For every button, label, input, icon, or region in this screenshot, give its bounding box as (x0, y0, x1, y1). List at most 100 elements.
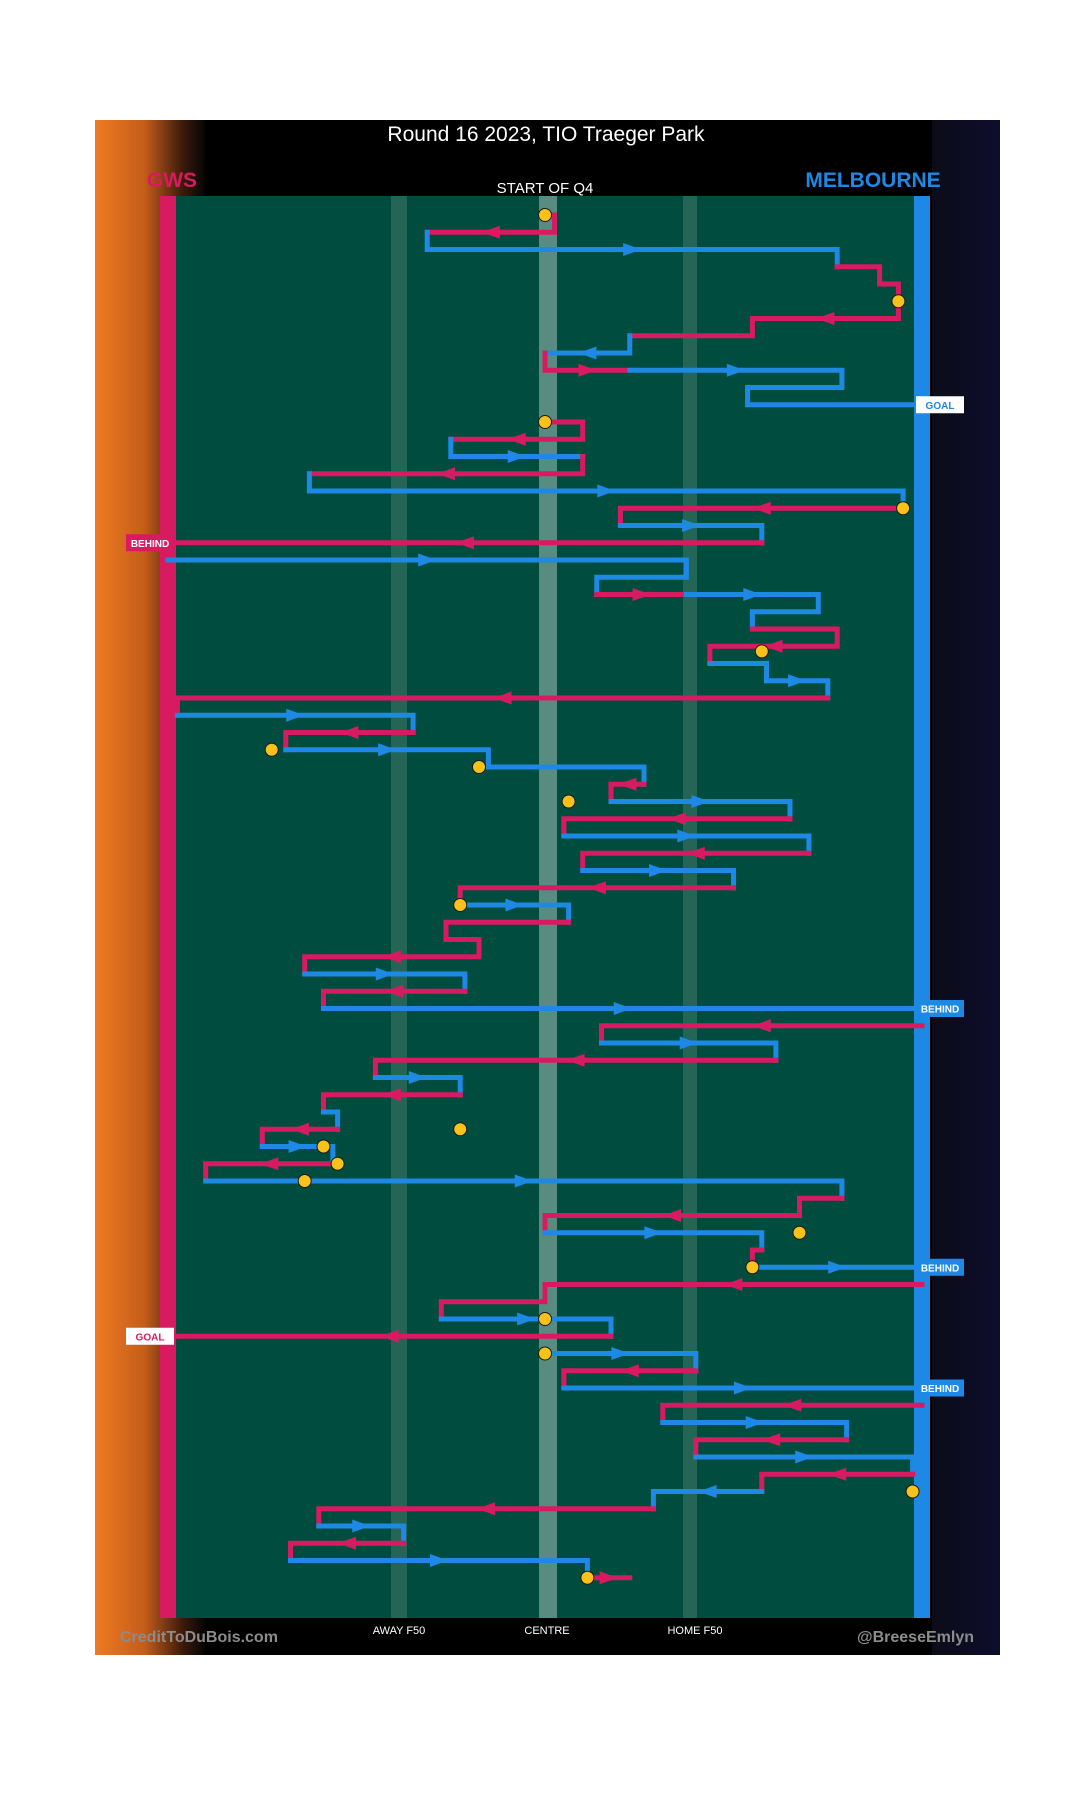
chart-title: Round 16 2023, TIO Traeger Park (387, 123, 705, 146)
melbourne-chain-38 (372, 1075, 463, 1098)
chain-arrow-42 (288, 1140, 307, 1153)
ball-up-marker (453, 898, 468, 912)
gws-chain-27 (580, 850, 812, 873)
chain-arrow-21 (340, 726, 359, 739)
melbourne-chain-62 (316, 1523, 407, 1546)
gws-chain-57 (693, 1437, 850, 1460)
melbourne-chain-60 (650, 1489, 765, 1512)
chain-arrow-34 (613, 1002, 632, 1015)
chain-arrow-7 (507, 432, 526, 446)
ball-up-marker (538, 208, 552, 222)
possession-chains (165, 212, 925, 1585)
gws-chain-59 (759, 1471, 916, 1494)
melbourne-chain-44 (203, 1178, 845, 1201)
melbourne-chain-36 (599, 1040, 779, 1063)
chain-arrow-38 (408, 1071, 427, 1084)
melbourne-behind-badge (916, 1000, 964, 1017)
ball-up-marker (538, 1346, 552, 1361)
chain-arrow-32 (375, 967, 394, 981)
chain-arrow-54 (733, 1381, 752, 1395)
gws-chain-25 (561, 816, 793, 839)
ball-up-marker (905, 1484, 920, 1499)
melbourne-chain-6 (627, 367, 925, 408)
melbourne-chain-42 (259, 1144, 336, 1167)
ball-up-marker (538, 415, 552, 429)
chain-arrow-59 (828, 1467, 847, 1481)
x-tick-away-f50: AWAY F50 (373, 1625, 426, 1637)
chain-arrow-26 (677, 829, 696, 843)
gws-chain-43 (203, 1161, 336, 1184)
gws-chain-35 (599, 1023, 925, 1046)
chain-arrow-28 (649, 864, 668, 877)
chain-arrow-56 (745, 1416, 764, 1429)
chain-arrow-19 (493, 691, 512, 705)
x-tick-centre: CENTRE (524, 1625, 569, 1637)
gws-behind-label: BEHIND (131, 539, 169, 550)
chain-arrow-41 (290, 1122, 309, 1136)
chain-arrow-12 (682, 519, 701, 532)
melbourne-chain-58 (693, 1454, 916, 1477)
gws-chain-9 (306, 454, 586, 477)
melbourne-chain-14 (165, 557, 689, 597)
melbourne-behind-label: BEHIND (921, 1005, 959, 1016)
chain-arrow-9 (437, 467, 456, 481)
ball-up-marker (297, 1174, 312, 1188)
chain-arrow-48 (828, 1260, 847, 1274)
chain-arrow-45 (663, 1209, 682, 1222)
chain-arrow-29 (587, 881, 606, 895)
gws-goal-line (160, 196, 176, 1618)
ball-up-marker (580, 1570, 595, 1585)
chain-arrow-3 (816, 312, 835, 325)
chain-arrow-63 (338, 1536, 357, 1550)
chain-arrow-62 (352, 1519, 371, 1533)
ball-up-marker (453, 1122, 468, 1137)
gws-chain-5 (542, 350, 633, 373)
melbourne-chain-20 (174, 712, 416, 735)
chain-arrow-35 (752, 1019, 771, 1033)
melbourne-chain-16 (683, 592, 821, 632)
chain-arrow-65 (599, 1571, 618, 1585)
chain-arrow-46 (644, 1226, 663, 1240)
ball-up-marker (538, 1312, 552, 1326)
ball-up-marker (754, 644, 769, 659)
chain-arrow-18 (788, 674, 807, 688)
team-left-label: GWS (147, 169, 197, 192)
melbourne-chain-56 (660, 1420, 850, 1443)
chain-arrow-17 (764, 639, 783, 653)
team-right-label: MELBOURNE (805, 169, 940, 192)
credit-right: @BreeseEmlyn (857, 1629, 974, 1646)
chain-arrow-27 (686, 846, 705, 860)
melbourne-chain-46 (542, 1230, 765, 1253)
chain-arrow-16 (743, 588, 762, 601)
gws-chain-21 (283, 730, 416, 753)
ball-up-markers (264, 208, 920, 1585)
chain-arrow-13 (455, 536, 474, 550)
home-f50-band (683, 196, 697, 1618)
melbourne-behind-badge (916, 1258, 964, 1276)
chain-arrow-43 (260, 1157, 279, 1171)
melbourne-chain-8 (448, 436, 586, 459)
chain-arrow-25 (667, 812, 686, 826)
chain-arrow-24 (691, 795, 710, 808)
chain-arrow-23 (618, 777, 637, 791)
chain-arrow-36 (679, 1036, 698, 1050)
ball-up-marker (472, 760, 486, 774)
ball-up-marker (330, 1156, 345, 1171)
credit-left: CreditToDuBois.com (120, 1629, 278, 1646)
melbourne-behind-badge (916, 1379, 964, 1397)
chain-arrow-22 (378, 743, 397, 757)
chain-arrow-11 (752, 501, 771, 515)
chain-arrow-39 (382, 1088, 401, 1102)
chain-arrow-55 (783, 1398, 802, 1412)
gws-chain-45 (542, 1195, 845, 1236)
ball-up-marker (561, 794, 576, 809)
chain-arrow-44 (514, 1174, 533, 1188)
chain-arrow-52 (611, 1347, 630, 1360)
chain-arrow-5 (578, 363, 597, 377)
ball-up-marker (792, 1225, 807, 1240)
chain-arrow-64 (429, 1554, 448, 1567)
chain-arrow-14 (418, 553, 437, 567)
gws-behind-badge (126, 534, 174, 552)
gws-chain-31 (302, 919, 572, 977)
